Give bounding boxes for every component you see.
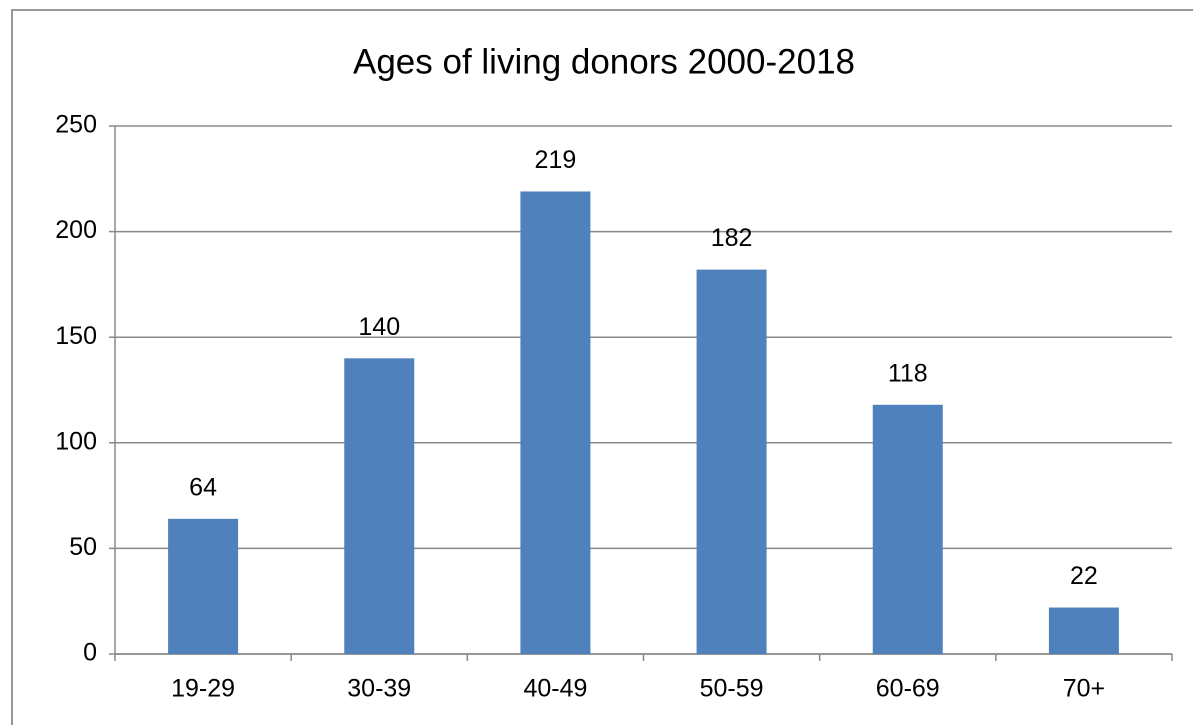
x-tick-label: 60-69 (876, 675, 940, 703)
bar (344, 358, 415, 654)
data-label: 22 (1070, 562, 1098, 590)
bar (168, 518, 239, 654)
y-tick-label: 0 (83, 639, 97, 667)
x-tick-label: 50-59 (700, 675, 764, 703)
bar (520, 191, 591, 655)
x-tick-label: 40-49 (523, 675, 587, 703)
bar (696, 269, 767, 654)
data-label: 140 (358, 313, 400, 341)
y-tick-label: 150 (55, 322, 97, 350)
data-label: 64 (189, 473, 217, 501)
bar (1048, 607, 1119, 654)
bar (872, 404, 943, 654)
y-tick-label: 200 (55, 216, 97, 244)
y-tick-label: 100 (55, 427, 97, 455)
x-tick-label: 70+ (1063, 675, 1105, 703)
chart-title: Ages of living donors 2000-2018 (353, 42, 855, 81)
data-label: 182 (711, 224, 753, 252)
y-tick-label: 50 (69, 533, 97, 561)
y-tick-label: 250 (55, 111, 97, 139)
data-label: 118 (888, 359, 928, 387)
data-label: 219 (535, 146, 577, 174)
x-tick-label: 19-29 (171, 675, 235, 703)
x-tick-label: 30-39 (347, 675, 411, 703)
